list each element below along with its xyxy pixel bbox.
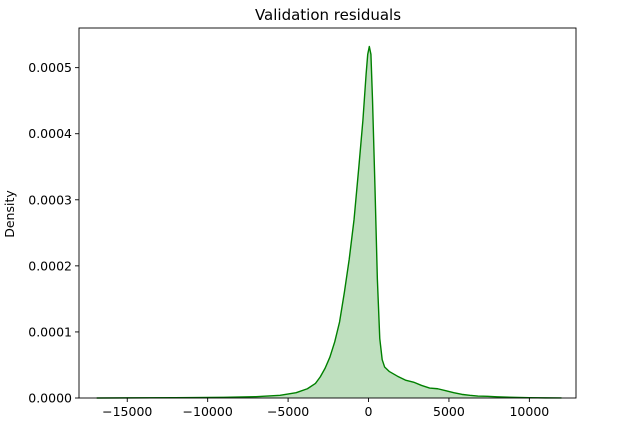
y-axis-label: Density (2, 190, 17, 238)
y-tick-label: 0.0001 (28, 324, 72, 339)
plot-frame (78, 27, 577, 399)
y-tick-label: 0.0005 (28, 60, 72, 75)
y-tick-label: 0.0003 (28, 192, 72, 207)
y-tick-label: 0.0002 (28, 258, 72, 273)
chart-title: Validation residuals (255, 6, 401, 24)
x-tick-label: −15000 (102, 404, 152, 419)
x-tick-label: −10000 (183, 404, 233, 419)
y-tick-label: 0.0000 (28, 391, 72, 406)
density-area-fill (96, 46, 562, 398)
density-curve-line (96, 45, 562, 399)
x-tick-label: 10000 (509, 404, 549, 419)
x-tick-label: 5000 (433, 404, 465, 419)
x-tick-label: 0 (365, 404, 373, 419)
y-tick-label: 0.0004 (28, 126, 72, 141)
x-tick-label: −5000 (267, 404, 309, 419)
